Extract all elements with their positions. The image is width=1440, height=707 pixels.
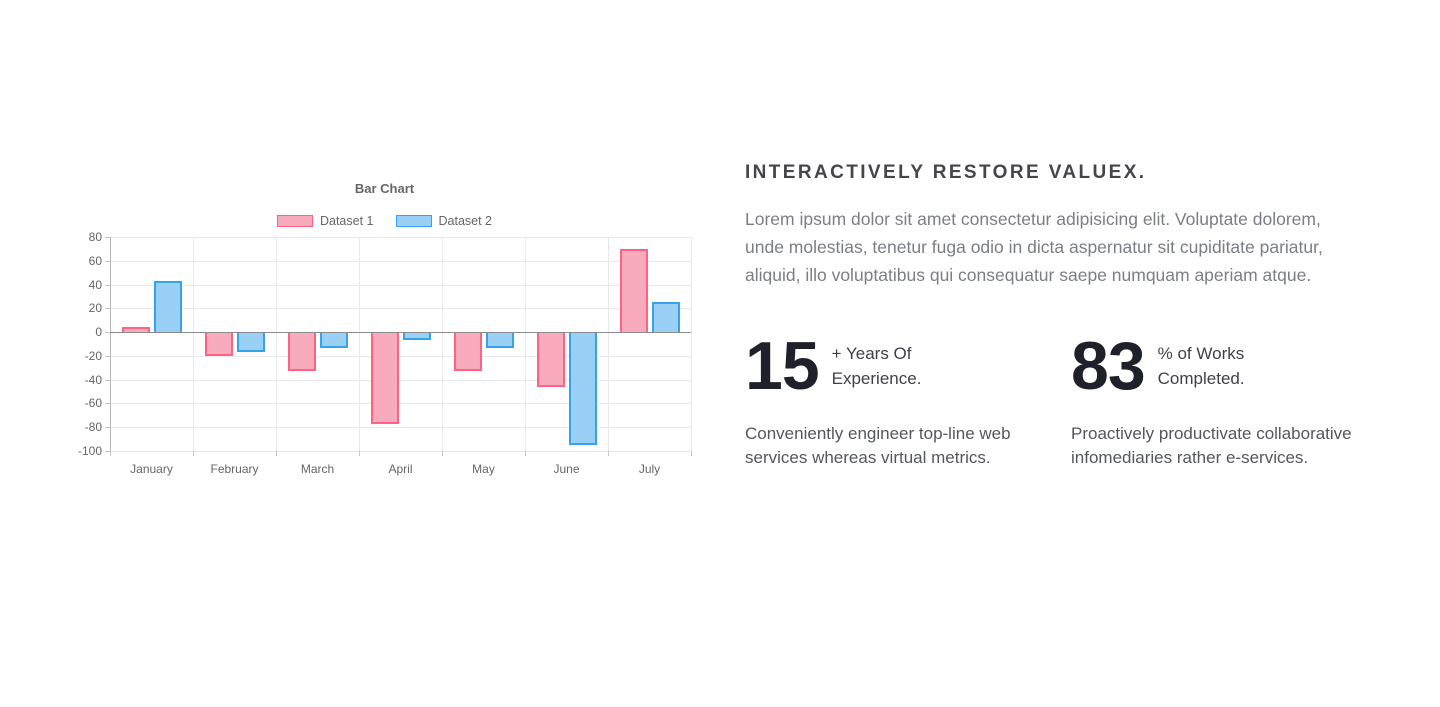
y-tick-mark <box>105 379 110 381</box>
x-tick-mark <box>691 451 692 456</box>
stat-label-line2: Completed. <box>1157 369 1245 388</box>
h-gridline <box>110 308 691 310</box>
h-gridline <box>110 427 691 429</box>
x-tick-mark <box>442 451 443 456</box>
bar-dataset-1-july <box>619 248 648 333</box>
x-tick-label: July <box>638 462 661 476</box>
page-title: INTERACTIVELY RESTORE VALUEX. <box>745 162 1147 183</box>
y-tick-mark <box>105 332 110 334</box>
x-tick-label: June <box>553 462 580 476</box>
y-tick-mark <box>105 308 110 310</box>
stat-works-completed: 83 % of Works Completed. Proactively pro… <box>1071 328 1359 470</box>
bar-dataset-1-april <box>370 332 399 424</box>
legend-label-dataset-2: Dataset 2 <box>438 214 493 228</box>
v-gridline <box>442 237 443 451</box>
y-tick-mark <box>105 403 110 405</box>
plot-wrap: 80 60 40 20 0 -20 -40 -60 -80 -100 <box>78 230 692 458</box>
bar-chart-card: Bar Chart Dataset 1 Dataset 2 80 60 40 20 0 -… <box>78 181 692 479</box>
v-gridline <box>525 237 526 451</box>
y-tick-label: 60 <box>88 253 102 268</box>
bar-dataset-2-february <box>236 332 265 353</box>
chart-title: Bar Chart <box>354 181 415 196</box>
stat-top: 83 % of Works Completed. <box>1071 328 1359 404</box>
stat-description-works: Proactively productivate collaborative i… <box>1071 424 1352 467</box>
v-gridline <box>359 237 360 451</box>
stat-label-years: + Years Of Experience. <box>832 341 922 391</box>
y-tick-mark <box>105 427 110 429</box>
h-gridline <box>110 451 691 452</box>
stat-years-experience: 15 + Years Of Experience. Conveniently e… <box>745 328 1033 470</box>
x-tick-mark <box>276 451 277 456</box>
stat-label-works: % of Works Completed. <box>1158 341 1245 391</box>
x-tick-label: February <box>210 462 259 476</box>
y-axis-labels: 80 60 40 20 0 -20 -40 -60 -80 -100 <box>78 230 110 458</box>
x-tick-label: May <box>472 462 495 476</box>
plot-area <box>110 237 692 456</box>
stat-value-years: 15 <box>745 328 820 404</box>
y-tick-label: 0 <box>95 325 102 340</box>
h-gridline <box>110 403 691 405</box>
y-tick-label: -80 <box>84 420 102 435</box>
h-gridline <box>110 237 691 238</box>
h-gridline <box>110 355 691 357</box>
stat-description-years: Conveniently engineer top-line web servi… <box>745 424 1011 467</box>
stat-label-line1: + Years Of <box>831 344 912 363</box>
bar-dataset-1-february <box>204 332 233 356</box>
bar-dataset-1-may <box>453 332 482 372</box>
stat-label-line1: % of Works <box>1157 344 1245 363</box>
stat-top: 15 + Years Of Experience. <box>745 328 1033 404</box>
y-tick-label: -100 <box>77 444 102 458</box>
chart-legend: Dataset 1 Dataset 2 <box>78 214 691 228</box>
v-gridline <box>276 237 277 451</box>
legend-label-dataset-1: Dataset 1 <box>319 214 374 228</box>
bar-dataset-2-april <box>402 332 431 341</box>
content-section: INTERACTIVELY RESTORE VALUEX. Lorem ipsu… <box>745 161 1359 470</box>
bar-dataset-2-january <box>153 280 182 333</box>
y-tick-label: -40 <box>84 372 102 387</box>
y-tick-label: -60 <box>84 396 102 411</box>
x-tick-label: April <box>388 462 413 476</box>
v-gridline <box>691 237 692 451</box>
legend-swatch-dataset-1-icon <box>276 215 313 227</box>
v-gridline <box>608 237 609 451</box>
y-tick-mark <box>105 355 110 357</box>
h-gridline <box>110 379 691 381</box>
stat-label-line2: Experience. <box>831 369 922 388</box>
y-tick-mark <box>105 237 110 238</box>
bar-dataset-2-july <box>651 302 680 333</box>
y-tick-label: -20 <box>84 348 102 363</box>
bar-dataset-1-january <box>121 327 150 333</box>
y-tick-label: 20 <box>88 301 102 316</box>
x-tick-mark <box>193 451 194 456</box>
x-tick-mark <box>359 451 360 456</box>
x-tick-label: January <box>130 462 173 476</box>
x-tick-mark <box>110 451 111 456</box>
y-tick-mark <box>105 284 110 286</box>
y-tick-label: 40 <box>88 277 102 292</box>
y-axis-line <box>110 237 111 451</box>
y-tick-mark <box>105 451 110 452</box>
zero-gridline <box>110 332 691 334</box>
y-tick-mark <box>105 260 110 262</box>
bar-dataset-1-june <box>536 332 565 387</box>
bar-dataset-2-march <box>319 332 348 348</box>
stat-value-works: 83 <box>1071 328 1146 404</box>
bar-dataset-1-march <box>287 332 316 372</box>
bar-dataset-2-may <box>485 332 514 348</box>
legend-item-dataset-2[interactable]: Dataset 2 <box>395 214 493 228</box>
y-tick-label: 80 <box>88 230 102 244</box>
legend-item-dataset-1[interactable]: Dataset 1 <box>276 214 374 228</box>
intro-paragraph: Lorem ipsum dolor sit amet consectetur a… <box>745 209 1323 285</box>
stats-grid: 15 + Years Of Experience. Conveniently e… <box>745 328 1359 470</box>
x-tick-mark <box>525 451 526 456</box>
bar-dataset-2-june <box>568 332 597 446</box>
h-gridline <box>110 260 691 262</box>
x-axis-labels: January February March April May June July <box>110 451 691 479</box>
h-gridline <box>110 284 691 286</box>
legend-swatch-dataset-2-icon <box>395 215 432 227</box>
x-tick-mark <box>608 451 609 456</box>
v-gridline <box>193 237 194 451</box>
x-tick-label: March <box>300 462 335 476</box>
